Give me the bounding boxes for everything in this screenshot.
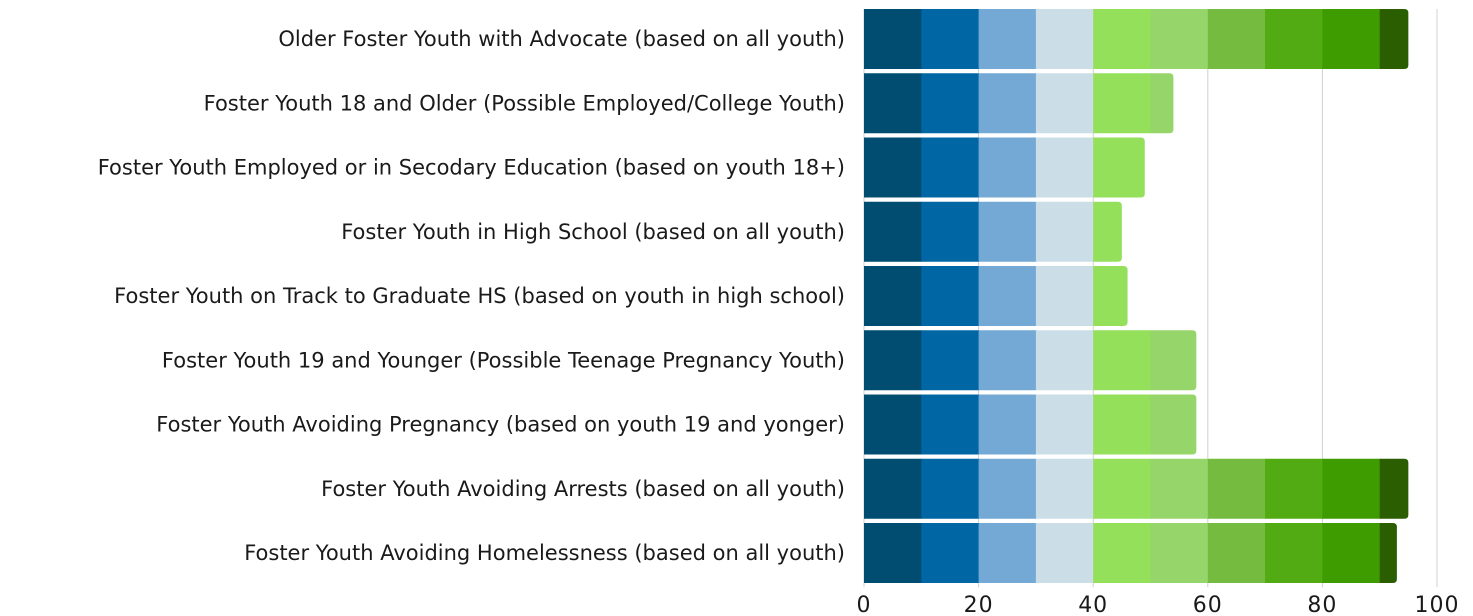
bar-segment [1379, 9, 1409, 69]
x-tick-label: 40 [1078, 593, 1108, 616]
x-tick-label: 0 [857, 593, 872, 616]
bar-segment [1265, 9, 1323, 69]
bar-segment [1265, 523, 1323, 583]
bar-segment [1093, 266, 1128, 326]
bar-segment [1093, 9, 1151, 69]
bar [864, 523, 1397, 583]
bar-segment [978, 9, 1037, 69]
bar-segment [1150, 330, 1197, 391]
bar-segment [864, 458, 922, 519]
x-tick-labels: 0 20 40 60 80 100 [857, 593, 1460, 616]
bar-segment [1322, 9, 1381, 69]
bar-segment [1207, 9, 1266, 69]
bar-segment [1035, 458, 1094, 519]
bar-segment [1093, 137, 1145, 198]
bar-segment [1035, 9, 1094, 69]
bar-segment [1379, 523, 1397, 583]
bar-segment [978, 201, 1037, 262]
category-label: Foster Youth 19 and Younger (Possible Te… [162, 348, 845, 372]
bar-segment [1093, 458, 1151, 519]
bars [864, 9, 1409, 583]
bar-segment [1093, 394, 1151, 455]
category-label: Foster Youth Employed or in Secodary Edu… [98, 156, 845, 180]
bar-segment [978, 266, 1037, 326]
x-tick-label: 100 [1415, 593, 1460, 616]
bar-segment [864, 73, 922, 134]
category-labels: Older Foster Youth with Advocate (based … [98, 27, 845, 565]
bar-segment [978, 137, 1037, 198]
bar-segment [864, 201, 922, 262]
category-label: Foster Youth on Track to Graduate HS (ba… [114, 284, 845, 308]
bar-segment [921, 523, 980, 583]
bar-segment [921, 137, 980, 198]
category-label: Foster Youth Avoiding Arrests (based on … [321, 477, 845, 501]
bar [864, 9, 1409, 69]
bar-segment [1093, 523, 1151, 583]
bar-segment [1207, 523, 1266, 583]
bar-segment [921, 201, 980, 262]
bar-segment [1322, 523, 1381, 583]
bar [864, 394, 1197, 455]
bar-segment [1035, 523, 1094, 583]
bar-segment [864, 330, 922, 391]
bar-segment [864, 523, 922, 583]
bar-segment [1035, 137, 1094, 198]
bar-segment [921, 394, 980, 455]
bar-segment [1150, 458, 1209, 519]
bar [864, 137, 1145, 198]
x-tick-label: 20 [964, 593, 994, 616]
category-label: Foster Youth in High School (based on al… [341, 220, 845, 244]
category-label: Foster Youth 18 and Older (Possible Empl… [204, 91, 845, 115]
bar-segment [1093, 73, 1151, 134]
bar-segment [921, 73, 980, 134]
bar [864, 266, 1128, 326]
bar-segment [1379, 458, 1409, 519]
bar-segment [1035, 73, 1094, 134]
bar-segment [1035, 201, 1094, 262]
bar-segment [1265, 458, 1323, 519]
bar-segment [1035, 394, 1094, 455]
bar-segment [978, 394, 1037, 455]
category-label: Foster Youth Avoiding Homelessness (base… [244, 541, 845, 565]
bar-segment [978, 458, 1037, 519]
bar-segment [1150, 73, 1174, 134]
bar-segment [1150, 394, 1197, 455]
bar-segment [921, 266, 980, 326]
bar-segment [1035, 266, 1094, 326]
bar-segment [921, 330, 980, 391]
bar [864, 330, 1197, 391]
bar-segment [978, 523, 1037, 583]
bar [864, 458, 1409, 519]
x-tick-label: 60 [1193, 593, 1223, 616]
bar-segment [864, 394, 922, 455]
bar [864, 201, 1122, 262]
bar-segment [978, 73, 1037, 134]
bar-segment [921, 9, 980, 69]
bar-segment [1322, 458, 1381, 519]
bar-segment [1093, 330, 1151, 391]
bar-segment [864, 137, 922, 198]
bar-segment [864, 266, 922, 326]
bar-segment [1093, 201, 1122, 262]
category-label: Foster Youth Avoiding Pregnancy (based o… [156, 413, 845, 437]
category-label: Older Foster Youth with Advocate (based … [278, 27, 845, 51]
bar-segment [1150, 9, 1209, 69]
bar-segment [921, 458, 980, 519]
bar-segment [1035, 330, 1094, 391]
bar [864, 73, 1174, 134]
x-tick-label: 80 [1307, 593, 1337, 616]
bar-segment [1207, 458, 1266, 519]
bar-segment [864, 9, 922, 69]
bar-segment [978, 330, 1037, 391]
bar-segment [1150, 523, 1209, 583]
